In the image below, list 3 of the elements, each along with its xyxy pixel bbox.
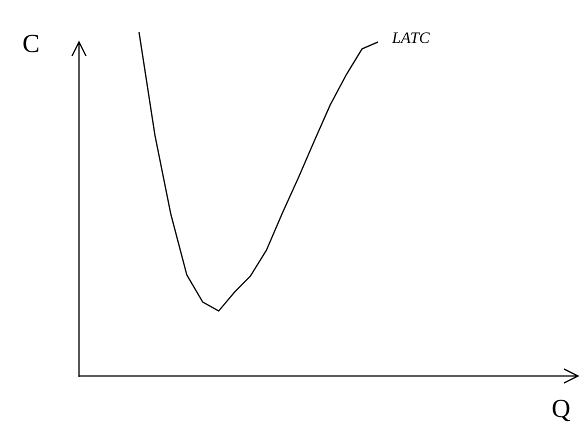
text: Q — [552, 394, 571, 423]
series-label: LATC — [391, 30, 430, 48]
y-axis-title: C — [22, 28, 40, 58]
